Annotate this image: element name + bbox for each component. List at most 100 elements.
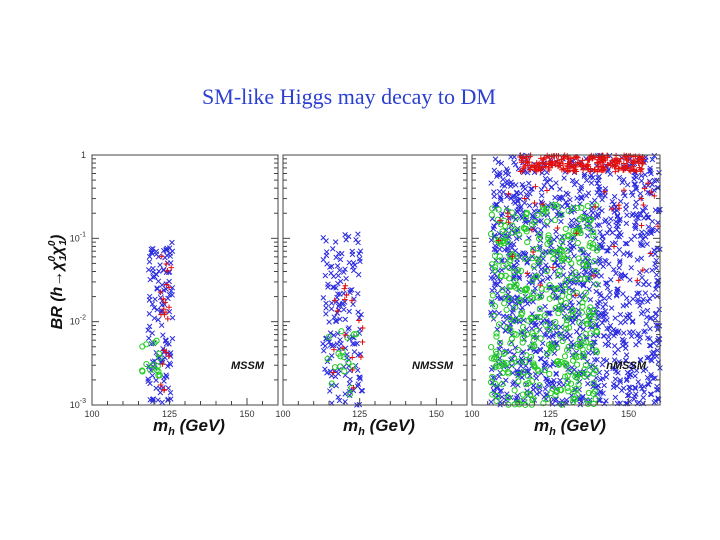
data-point xyxy=(543,268,550,275)
data-point xyxy=(320,295,327,301)
data-point xyxy=(524,390,531,397)
data-point xyxy=(547,274,553,280)
data-point xyxy=(521,200,528,206)
data-point xyxy=(606,261,612,267)
data-point xyxy=(155,397,161,403)
data-point xyxy=(634,214,640,221)
data-point xyxy=(341,285,348,292)
data-point xyxy=(487,343,495,351)
data-point xyxy=(350,301,356,308)
data-point xyxy=(151,339,158,346)
data-point xyxy=(146,311,153,317)
data-point xyxy=(581,275,589,282)
data-point xyxy=(624,312,631,318)
data-point xyxy=(585,381,591,387)
data-point xyxy=(595,382,602,389)
data-point xyxy=(530,332,538,340)
data-point xyxy=(652,311,659,317)
data-point xyxy=(565,324,573,331)
data-point xyxy=(155,316,161,323)
data-point xyxy=(538,186,545,193)
data-point xyxy=(521,286,528,294)
data-point xyxy=(654,227,660,234)
data-point xyxy=(568,260,575,267)
data-point xyxy=(555,163,561,170)
data-point xyxy=(497,221,505,228)
data-point xyxy=(541,182,548,189)
data-point xyxy=(506,258,513,265)
data-point xyxy=(350,341,356,347)
data-point xyxy=(634,257,641,263)
data-point xyxy=(511,283,518,290)
data-point xyxy=(617,311,624,318)
data-point xyxy=(509,222,516,229)
data-point xyxy=(565,343,572,350)
data-point xyxy=(333,318,340,324)
data-point xyxy=(571,181,578,188)
data-point xyxy=(629,319,636,325)
data-point xyxy=(524,372,532,380)
data-point xyxy=(556,332,563,339)
data-point xyxy=(352,341,358,347)
data-point xyxy=(355,231,361,237)
data-point xyxy=(651,152,658,159)
data-point xyxy=(640,242,646,249)
data-point xyxy=(582,330,589,337)
data-point xyxy=(145,327,151,333)
x-axis-label: mh (GeV) xyxy=(534,416,606,438)
data-point xyxy=(614,383,620,389)
data-point xyxy=(594,391,601,397)
data-point xyxy=(627,277,633,283)
data-point xyxy=(602,218,608,225)
data-point xyxy=(553,153,560,159)
data-point xyxy=(613,328,619,334)
data-point xyxy=(611,243,617,250)
data-point xyxy=(153,366,160,374)
data-point xyxy=(593,247,601,254)
data-point xyxy=(528,320,535,326)
data-point xyxy=(491,246,498,252)
data-point xyxy=(643,268,650,274)
data-point xyxy=(616,165,622,172)
data-point xyxy=(558,156,565,163)
data-point xyxy=(535,235,543,242)
data-point xyxy=(639,160,645,167)
data-point xyxy=(626,373,632,380)
data-point xyxy=(540,277,546,284)
data-point xyxy=(161,301,168,308)
data-point xyxy=(488,211,495,218)
data-point xyxy=(320,234,327,241)
data-point xyxy=(611,193,618,200)
data-point xyxy=(327,388,333,394)
data-point xyxy=(148,250,155,256)
data-point xyxy=(505,287,511,293)
data-point xyxy=(150,245,156,252)
data-point xyxy=(166,292,173,298)
data-point xyxy=(343,331,349,337)
data-point xyxy=(632,153,639,160)
data-point xyxy=(620,190,627,196)
data-point xyxy=(623,357,629,364)
data-point xyxy=(520,349,527,355)
data-point xyxy=(492,156,499,162)
data-point xyxy=(323,252,330,259)
data-point xyxy=(521,358,529,366)
data-point xyxy=(520,224,527,231)
data-point xyxy=(636,339,642,345)
data-point xyxy=(612,163,619,169)
data-point xyxy=(653,286,659,293)
data-point xyxy=(150,265,156,272)
data-point xyxy=(600,155,607,161)
data-point xyxy=(637,334,644,341)
data-point xyxy=(644,307,651,314)
data-point xyxy=(570,307,577,314)
data-point xyxy=(541,367,548,374)
data-point xyxy=(641,183,648,189)
data-point xyxy=(635,379,641,385)
data-point xyxy=(559,257,566,264)
data-point xyxy=(545,232,552,239)
data-point xyxy=(590,232,597,239)
data-point xyxy=(556,194,563,200)
data-point xyxy=(554,225,561,231)
data-point xyxy=(647,391,654,397)
